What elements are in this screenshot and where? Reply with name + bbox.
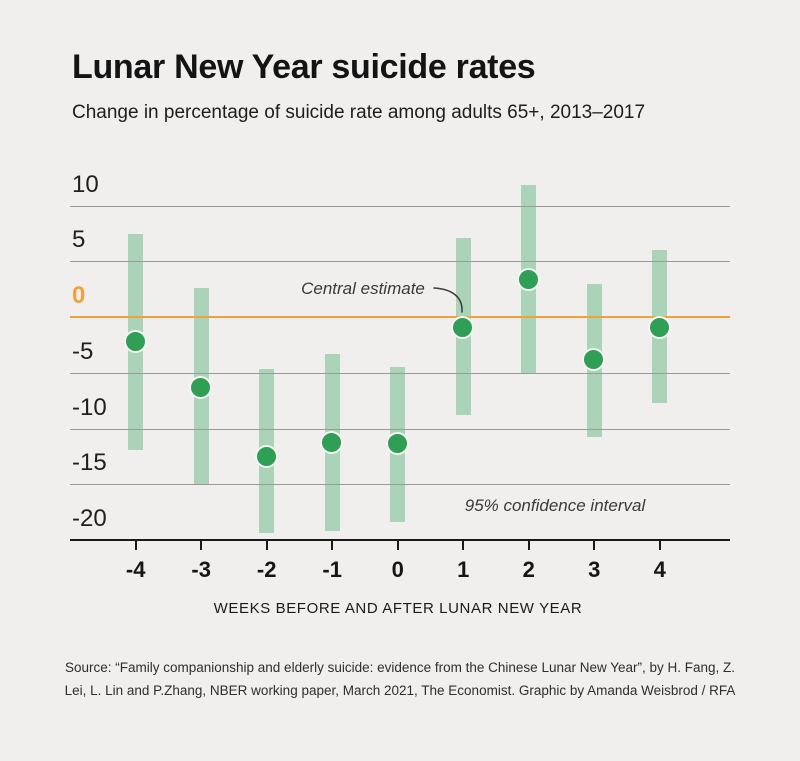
x-axis-tick: [134, 541, 137, 550]
confidence-interval-bar: [652, 250, 668, 403]
gridline: [70, 484, 730, 486]
central-estimate-marker: [123, 329, 147, 353]
central-estimate-marker: [320, 430, 344, 454]
x-axis-tick: [593, 541, 596, 550]
x-axis-label: 1: [457, 557, 470, 582]
y-axis-label: 10: [72, 170, 99, 198]
x-axis-tick: [527, 541, 530, 550]
x-axis-tick: [265, 541, 268, 550]
gridline: [70, 205, 730, 207]
gridline: [70, 261, 730, 263]
x-axis-label: -2: [256, 557, 277, 582]
x-axis-label: 2: [522, 557, 535, 582]
x-axis-title: WEEKS BEFORE AND AFTER LUNAR NEW YEAR: [213, 600, 583, 617]
source-line-2: Lei, L. Lin and P.Zhang, NBER working pa…: [64, 682, 736, 698]
confidence-interval-bar: [455, 237, 471, 416]
annotation-central-estimate: Central estimate: [301, 279, 425, 298]
central-estimate-marker: [254, 445, 278, 469]
central-estimate-marker: [189, 376, 213, 400]
annotation-confidence-interval: 95% confidence interval: [464, 496, 646, 515]
source-note: Source: “Family companionship and elderl…: [60, 657, 740, 702]
x-axis-label: 4: [653, 557, 666, 582]
confidence-interval-bar: [390, 367, 406, 523]
x-axis-label: -1: [322, 557, 342, 582]
x-axis-tick: [331, 541, 334, 550]
confidence-interval-bar: [324, 353, 340, 532]
y-axis-label: 5: [72, 226, 86, 254]
confidence-interval-bar: [193, 288, 209, 486]
y-axis-label: -10: [72, 393, 107, 421]
zero-line: [70, 316, 730, 318]
confidence-interval-bar: [521, 185, 537, 374]
central-estimate-marker: [516, 268, 540, 292]
central-estimate-marker: [451, 316, 475, 340]
x-axis-label: -4: [125, 557, 146, 582]
x-axis-tick: [396, 541, 399, 550]
source-line-1: Source: “Family companionship and elderl…: [64, 660, 736, 675]
central-estimate-marker: [385, 432, 409, 456]
central-estimate-marker: [582, 348, 606, 372]
gridline: [70, 372, 730, 374]
y-axis-label: -20: [72, 505, 107, 532]
y-axis-label: -15: [72, 449, 107, 477]
y-axis-label: 0: [72, 282, 86, 309]
x-axis-label: 0: [391, 557, 404, 582]
confidence-interval-bar: [259, 369, 275, 534]
x-axis-baseline: [70, 539, 730, 541]
chart-subtitle: Change in percentage of suicide rate amo…: [72, 102, 646, 123]
confidence-interval-bar: [586, 283, 602, 438]
x-axis-label: -3: [191, 557, 211, 582]
chart-title: Lunar New Year suicide rates: [72, 48, 536, 86]
x-axis-label: 3: [588, 557, 601, 582]
confidence-interval-bar: [128, 234, 144, 450]
x-axis-tick: [200, 541, 203, 550]
x-axis-tick: [462, 541, 465, 550]
y-axis-label: -5: [72, 337, 94, 365]
x-axis-tick: [658, 541, 661, 550]
gridline: [70, 428, 730, 430]
central-estimate-marker: [647, 316, 671, 340]
